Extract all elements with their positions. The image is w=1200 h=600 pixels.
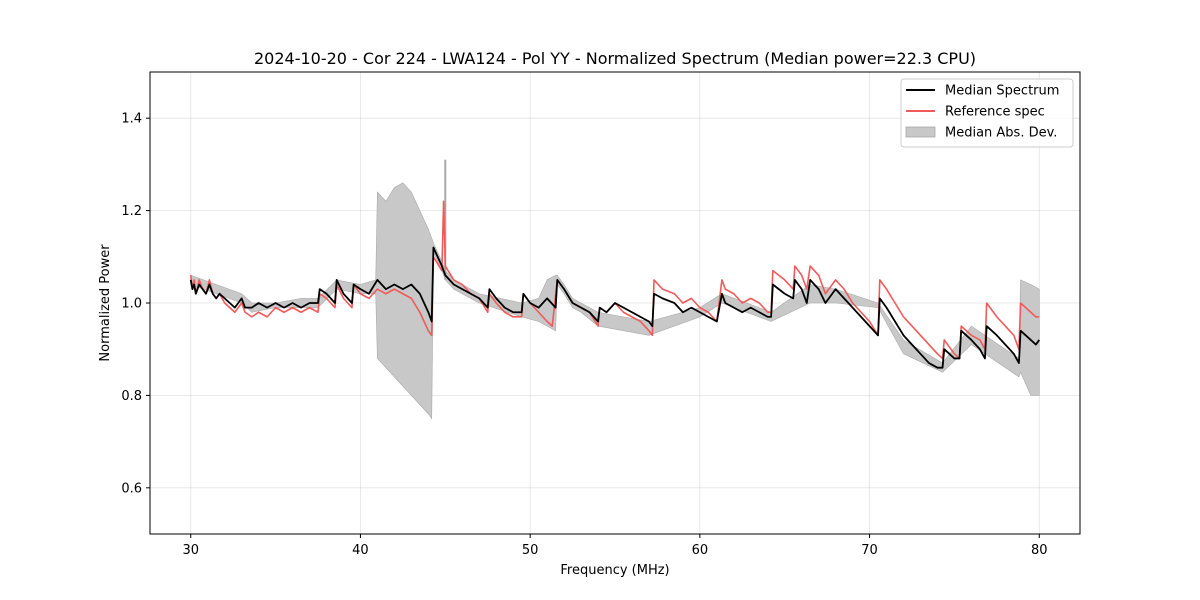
y-tick-label: 0.6 bbox=[121, 481, 142, 496]
legend: Median Spectrum Reference spec Median Abs.… bbox=[900, 78, 1074, 148]
legend-label-median-abs-dev: Median Abs. Dev. bbox=[945, 126, 1057, 141]
x-tick-label: 60 bbox=[692, 543, 709, 558]
legend-box bbox=[900, 78, 1074, 148]
legend-swatch-median-abs-dev bbox=[905, 126, 936, 138]
band-layer bbox=[190, 159, 1040, 420]
reference-spec-line bbox=[189, 200, 1040, 360]
chart-title: 2024-10-20 - Cor 224 - LWA124 - Pol YY -… bbox=[254, 49, 976, 68]
legend-label-median-spectrum: Median Spectrum bbox=[945, 84, 1059, 99]
series-layer bbox=[189, 200, 1040, 369]
x-tick-label: 40 bbox=[352, 543, 369, 558]
median-spectrum-line bbox=[189, 246, 1040, 369]
y-tick-label: 1.4 bbox=[121, 112, 142, 127]
y-axis-title: Normalized Power bbox=[98, 244, 113, 362]
x-tick-label: 80 bbox=[1031, 543, 1048, 558]
x-tick-label: 30 bbox=[182, 543, 199, 558]
x-tick-label: 50 bbox=[522, 543, 539, 558]
tick-layer: 30 40 50 60 70 80 0.6 0.8 1.0 1.2 1.4 bbox=[121, 112, 1047, 558]
mad-band bbox=[190, 182, 1040, 420]
x-tick-label: 70 bbox=[861, 543, 878, 558]
y-tick-label: 1.0 bbox=[121, 297, 142, 312]
legend-label-reference-spec: Reference spec bbox=[945, 105, 1045, 120]
y-tick-label: 1.2 bbox=[121, 204, 142, 219]
x-axis-title: Frequency (MHz) bbox=[560, 563, 669, 578]
y-tick-label: 0.8 bbox=[121, 389, 142, 404]
